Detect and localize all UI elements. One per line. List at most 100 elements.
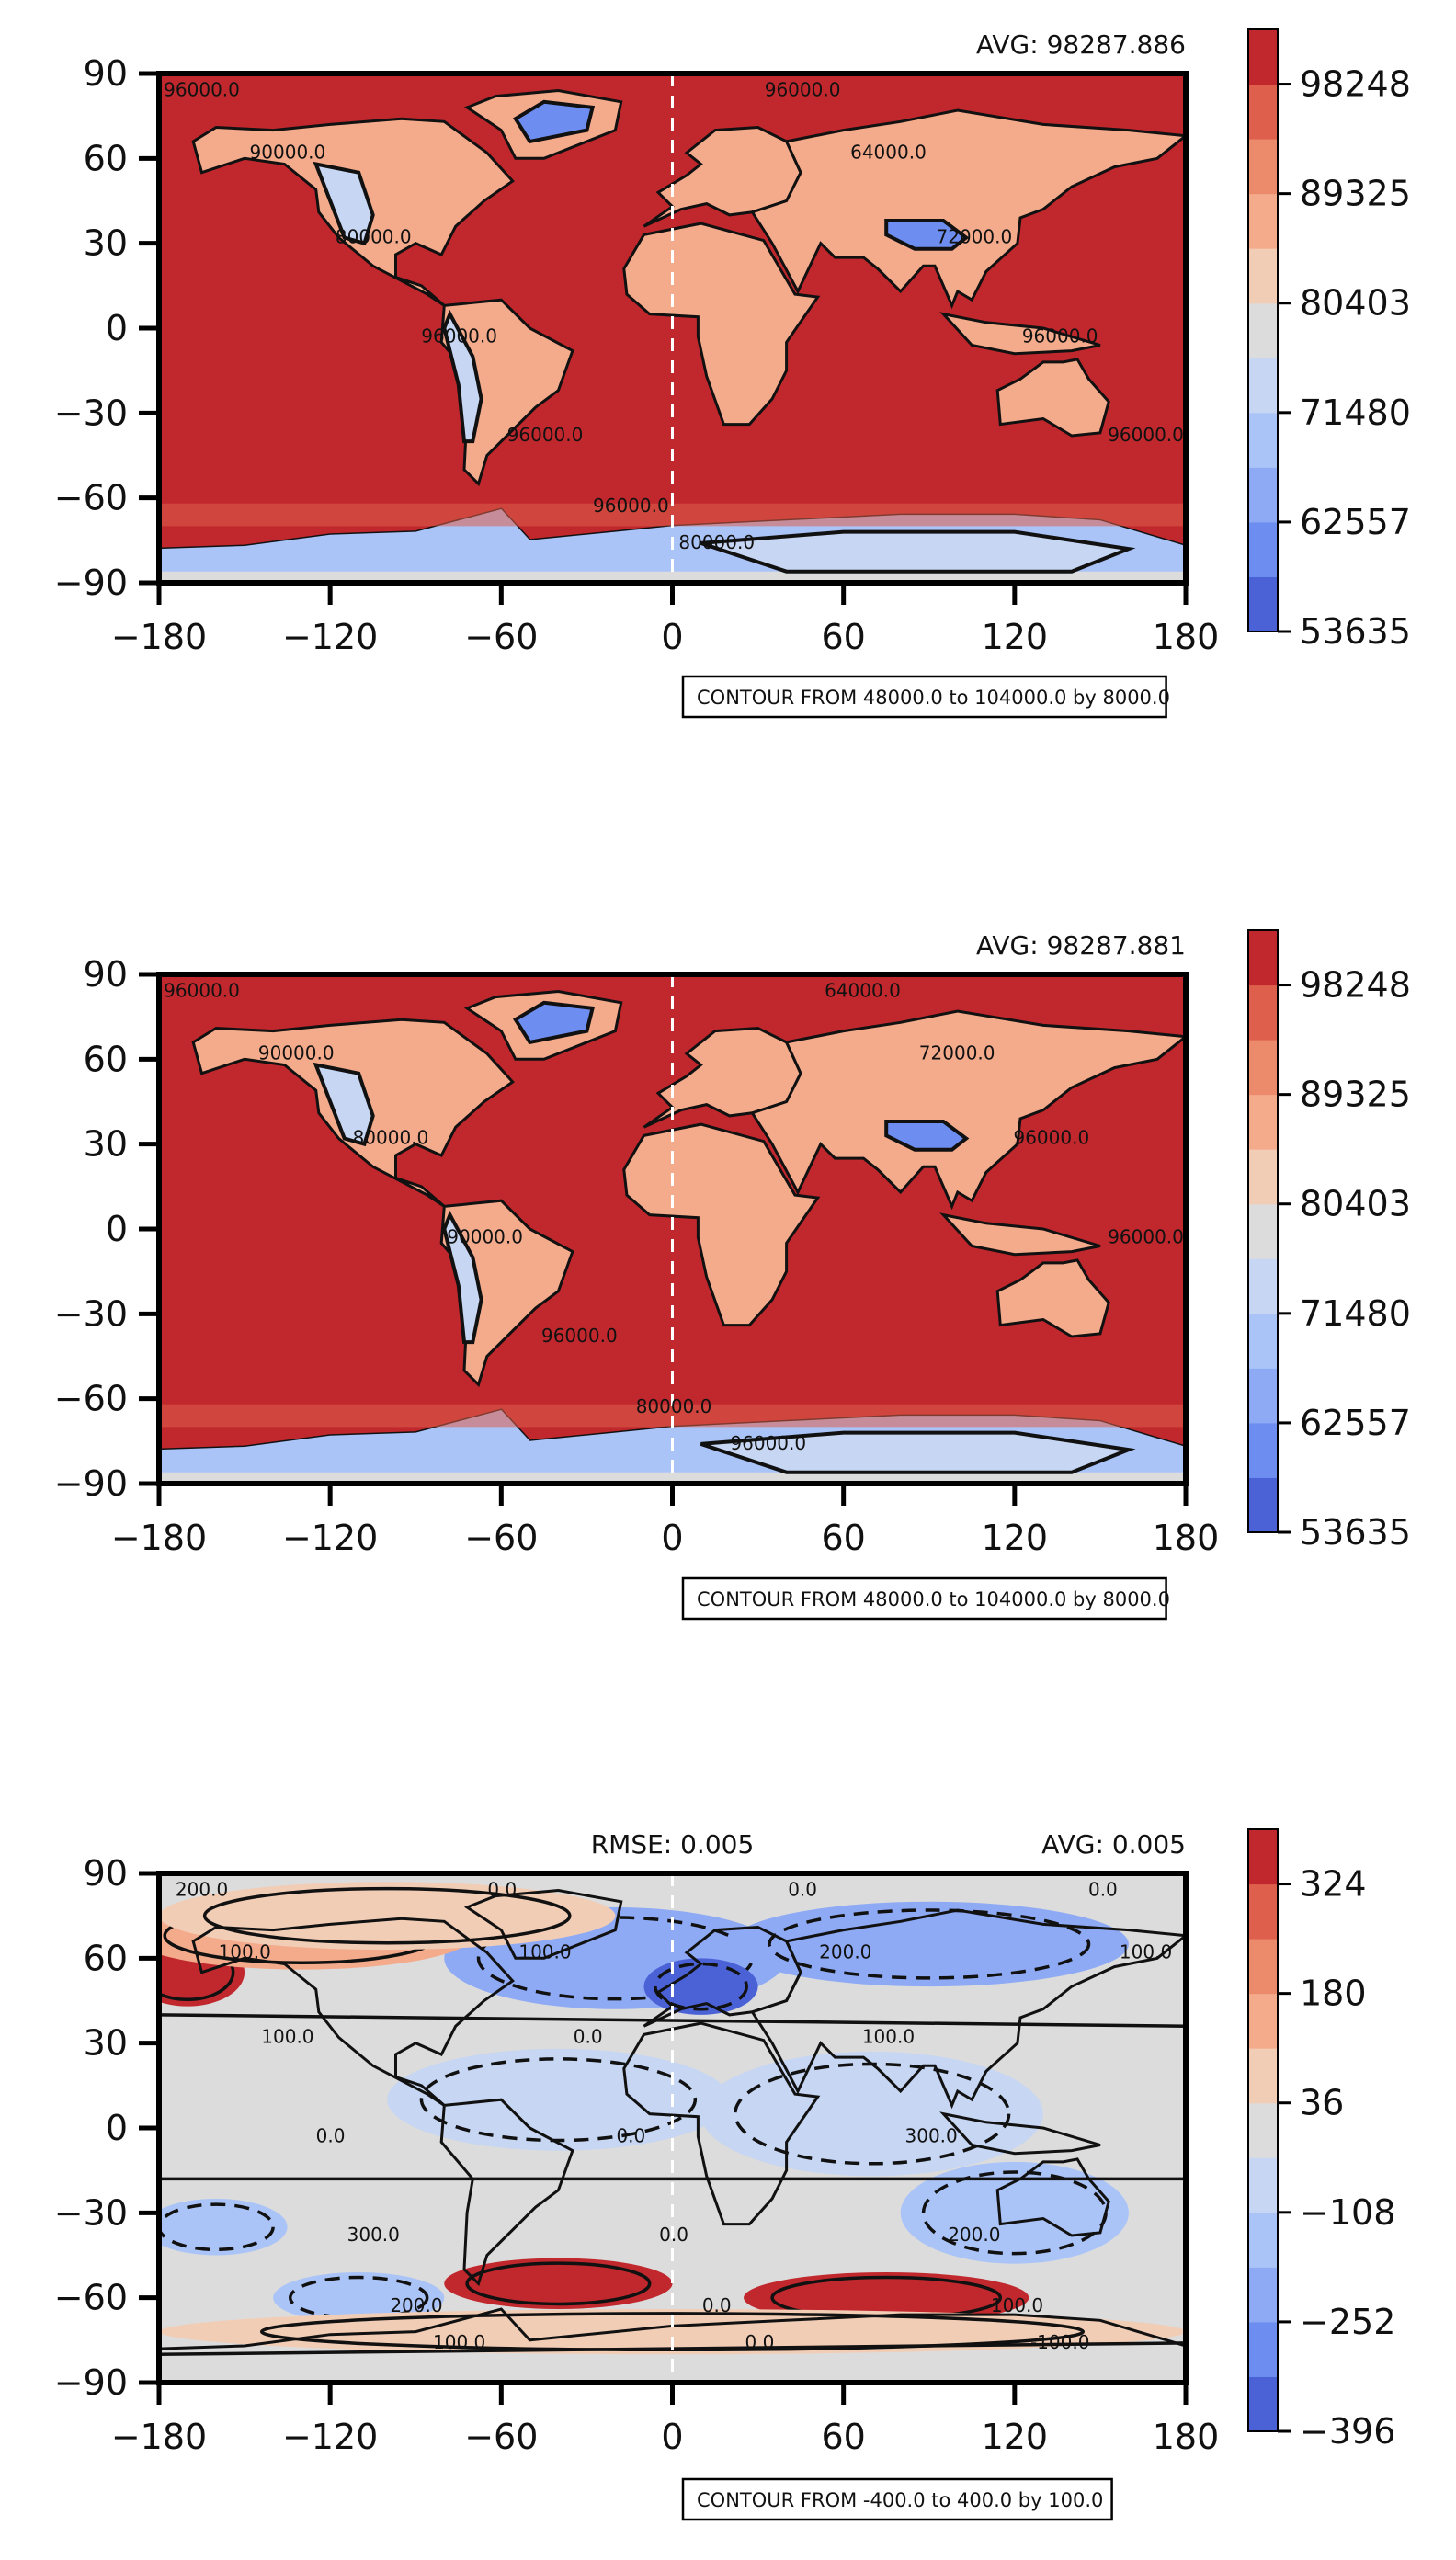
field-patch	[387, 2048, 730, 2151]
x-tick-label: 180	[1153, 2417, 1220, 2457]
coastline-indonesia	[939, 2111, 1101, 2156]
contour-label: 64000.0	[825, 980, 901, 1002]
contour-label: 72000.0	[919, 1041, 995, 1064]
colorbar-level	[1248, 1094, 1278, 1150]
contour-label: 100.0	[433, 2331, 485, 2353]
colorbar-level	[1248, 84, 1278, 140]
contour-label: 64000.0	[850, 141, 927, 163]
panel-3: 200.0100.0100.00.0300.0200.0100.00.0100.…	[54, 1828, 1395, 2521]
colorbar-tick-label: 324	[1300, 1864, 1367, 1905]
land-asia	[750, 1009, 1186, 1211]
contour-label: 90000.0	[250, 141, 326, 163]
colorbar-level	[1248, 2212, 1278, 2268]
colorbar-tick-label: 71480	[1300, 393, 1411, 433]
colorbar-tick-label: 53635	[1300, 611, 1411, 652]
colorbar-tick-label: 36	[1300, 2083, 1344, 2123]
avg-label: AVG: 98287.886	[976, 29, 1186, 60]
contour-label: 0.0	[316, 2124, 346, 2146]
y-tick-label: 60	[84, 1938, 128, 1978]
contour-label: 96000.0	[1022, 324, 1098, 347]
land-indonesia	[939, 312, 1101, 356]
x-tick-label: 120	[982, 617, 1049, 657]
x-tick-label: 180	[1153, 1518, 1220, 1558]
colorbar-tick-label: 62557	[1300, 502, 1411, 542]
colorbar-level	[1248, 193, 1278, 249]
avg-label: AVG: 98287.881	[976, 930, 1186, 961]
contour-label: 200.0	[948, 2224, 1000, 2246]
y-tick-label: 90	[84, 53, 128, 94]
contour-label: 96000.0	[164, 980, 240, 1002]
y-tick-label: 90	[84, 954, 128, 995]
contour-info-text: CONTOUR FROM 48000.0 to 104000.0 by 8000…	[697, 687, 1170, 709]
colorbar-tick-label: 89325	[1300, 174, 1411, 214]
colorbar-level	[1248, 1258, 1278, 1314]
x-tick-label: 60	[821, 1518, 865, 1558]
colorbar-tick-label: 89325	[1300, 1075, 1411, 1115]
field-patch	[159, 2308, 1186, 2355]
colorbar-level	[1248, 576, 1278, 632]
x-tick-label: −60	[464, 2417, 538, 2457]
contour-line	[654, 1962, 748, 2011]
highland-greenland-cap	[513, 1000, 596, 1045]
x-tick-label: 0	[661, 2417, 683, 2457]
y-tick-label: −60	[54, 2278, 128, 2318]
colorbar-level	[1248, 2267, 1278, 2323]
colorbar-level	[1248, 2102, 1278, 2158]
contour-label: 0.0	[1088, 1879, 1118, 1901]
colorbar-level	[1248, 358, 1278, 414]
y-tick-label: 60	[84, 1039, 128, 1079]
colorbar-level	[1248, 1939, 1278, 1995]
y-tick-label: −60	[54, 1379, 128, 1419]
colorbar-level	[1248, 2321, 1278, 2377]
contour-label: 100.0	[518, 1940, 571, 1963]
highland-east-antarctica	[700, 1430, 1136, 1474]
field-patch	[643, 1958, 758, 2015]
contour-label: 0.0	[616, 2124, 645, 2146]
colorbar-level	[1248, 2157, 1278, 2213]
colorbar-level	[1248, 412, 1278, 468]
contour-label: 96000.0	[593, 495, 669, 517]
colorbar-level	[1248, 930, 1278, 986]
colorbar-level	[1248, 467, 1278, 523]
contour-label: 80000.0	[636, 1395, 712, 1417]
colorbar-tick-label: 98248	[1300, 965, 1411, 1006]
contour-info-text: CONTOUR FROM 48000.0 to 104000.0 by 8000…	[697, 1588, 1170, 1610]
avg-label: AVG: 0.005	[1041, 1829, 1186, 1860]
x-tick-label: 0	[661, 617, 683, 657]
field-patch	[159, 2198, 288, 2256]
colorbar-level	[1248, 1149, 1278, 1205]
highland-tibet	[884, 1120, 970, 1152]
field-layer	[159, 1882, 1186, 2383]
contour-label: 100.0	[261, 2026, 313, 2048]
colorbar-tick-label: 80403	[1300, 1184, 1411, 1224]
colorbar-tick-label: 71480	[1300, 1293, 1411, 1334]
contour-label: 96000.0	[730, 1432, 806, 1454]
colorbar-frame	[1247, 1828, 1279, 2432]
y-tick-label: −30	[54, 2192, 128, 2233]
colorbar-tick-label: −108	[1300, 2192, 1395, 2233]
colorbar-level	[1248, 1477, 1278, 1533]
coastline-south-america	[439, 2098, 574, 2287]
y-tick-label: 30	[84, 1124, 128, 1165]
x-tick-label: −120	[282, 2417, 378, 2457]
colorbar-level	[1248, 302, 1278, 358]
colorbar-level	[1248, 248, 1278, 304]
highland-east-antarctica	[700, 529, 1136, 574]
colorbar-frame	[1247, 28, 1279, 632]
contour-label: 0.0	[745, 2331, 775, 2353]
x-tick-label: −60	[464, 617, 538, 657]
colorbar-level	[1248, 1883, 1278, 1940]
contour-label: 100.0	[991, 2294, 1043, 2316]
colorbar-level	[1248, 2048, 1278, 2104]
colorbar-level	[1248, 1040, 1278, 1096]
colorbar-level	[1248, 29, 1278, 85]
contour-label: 80000.0	[353, 1127, 429, 1149]
contour-line	[159, 2202, 275, 2252]
colorbar-tick-label: 53635	[1300, 1512, 1411, 1553]
colorbar-level	[1248, 139, 1278, 195]
contour-label: -100.0	[1030, 2331, 1089, 2353]
colorbar-level	[1248, 1422, 1278, 1478]
colorbar-tick-label: 180	[1300, 1974, 1367, 2014]
contour-label: 100.0	[1120, 1940, 1172, 1963]
y-tick-label: 90	[84, 1853, 128, 1894]
